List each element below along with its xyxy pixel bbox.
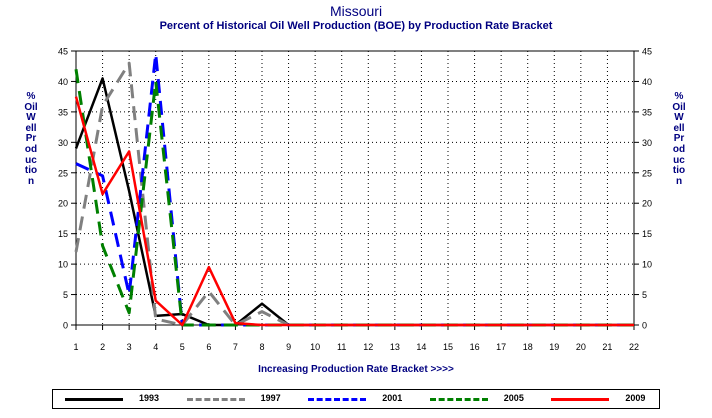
legend-swatch	[186, 398, 245, 401]
y-tick-label-right: 20	[642, 199, 652, 209]
legend-swatch	[308, 398, 367, 401]
x-tick-label: 2	[100, 342, 105, 352]
y-tick-label-right: 40	[642, 77, 652, 87]
y-tick-label-left: 15	[58, 229, 68, 239]
x-tick-label: 5	[180, 342, 185, 352]
legend-swatch	[65, 398, 123, 401]
legend-label: 1993	[139, 393, 160, 403]
y-tick-label-left: 0	[63, 321, 68, 331]
x-tick-label: 18	[523, 342, 533, 352]
y-tick-label-right: 35	[642, 107, 652, 117]
legend-label: 2001	[382, 393, 403, 403]
x-tick-label: 14	[416, 342, 426, 352]
x-tick-label: 7	[233, 342, 238, 352]
y-tick-label-left: 35	[58, 107, 68, 117]
y-tick-label-left: 5	[63, 290, 68, 300]
chart-title: Missouri	[329, 3, 383, 19]
y-tick-label-right: 45	[642, 47, 652, 57]
x-tick-label: 6	[206, 342, 211, 352]
x-tick-label: 3	[127, 342, 132, 352]
y-tick-label-left: 30	[58, 138, 68, 148]
x-tick-label: 10	[310, 342, 320, 352]
y-tick-label-left: 10	[58, 260, 68, 270]
y-tick-label-right: 5	[642, 290, 647, 300]
series-line-2005	[74, 69, 634, 327]
x-tick-label: 1	[73, 342, 78, 352]
y-tick-label-right: 10	[642, 260, 652, 270]
x-tick-label: 22	[629, 342, 639, 352]
x-axis-label: Increasing Production Rate Bracket >>>>	[258, 364, 454, 375]
y-tick-label-right: 25	[642, 168, 652, 178]
y-tick-label-left: 25	[58, 168, 68, 178]
x-tick-label: 4	[153, 342, 158, 352]
y-tick-label-left: 20	[58, 199, 68, 209]
legend-swatch	[429, 398, 488, 401]
legend: 1993 1997 2001 2005 2009	[52, 389, 660, 409]
y-tick-label-left: 40	[58, 77, 68, 87]
x-tick-label: 15	[443, 342, 453, 352]
x-tick-label: 9	[286, 342, 291, 352]
y-axis-label-left: % Oil Well Production	[24, 91, 38, 187]
x-tick-label: 13	[390, 342, 400, 352]
series-line-2009	[74, 96, 634, 327]
x-tick-label: 17	[496, 342, 506, 352]
legend-label: 2009	[625, 393, 646, 403]
legend-swatch	[551, 398, 610, 401]
x-tick-label: 16	[470, 342, 480, 352]
legend-label: 1997	[260, 393, 281, 403]
chart-subtitle: Percent of Historical Oil Well Productio…	[159, 20, 553, 32]
x-tick-label: 12	[363, 342, 373, 352]
y-tick-label-right: 0	[642, 321, 647, 331]
y-axis-label-right: % Oil Well Production	[672, 91, 686, 187]
y-tick-label-right: 30	[642, 138, 652, 148]
x-tick-label: 11	[337, 342, 346, 352]
legend-label: 2005	[503, 393, 524, 403]
y-tick-label-right: 15	[642, 229, 652, 239]
series-line-2001	[75, 52, 634, 327]
x-tick-label: 21	[602, 342, 612, 352]
y-tick-label-left: 45	[58, 47, 68, 57]
x-tick-label: 20	[576, 342, 586, 352]
x-tick-label: 8	[259, 342, 264, 352]
x-tick-label: 19	[549, 342, 559, 352]
